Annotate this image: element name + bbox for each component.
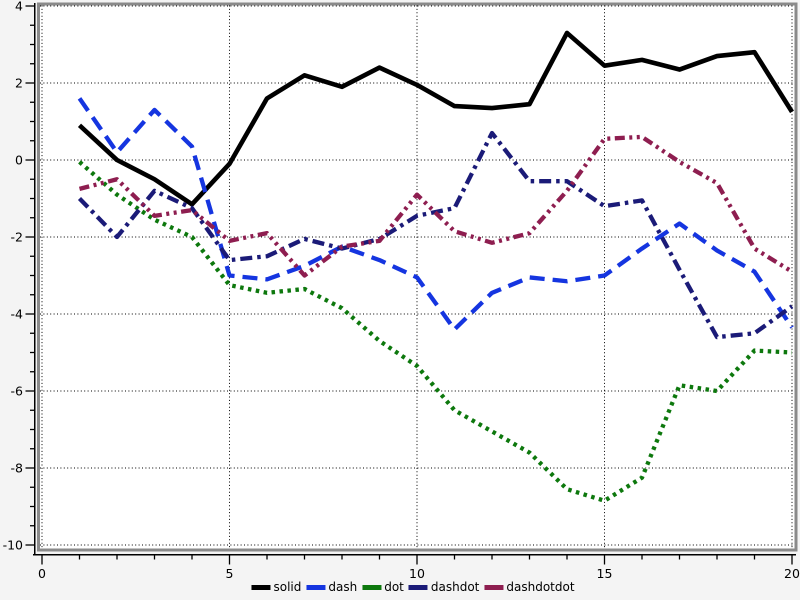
y-axis-tick-label: -2 — [11, 230, 23, 245]
y-axis-tick-label: 4 — [15, 0, 23, 14]
legend-label-dash: dash — [328, 580, 358, 594]
legend: solid dash dot dashdot dashdotdot — [251, 580, 575, 594]
x-axis-tick-label: 10 — [409, 566, 425, 581]
legend-label-dashdot: dashdot — [430, 580, 480, 594]
legend-label-dashdotdot: dashdotdot — [506, 580, 575, 594]
x-axis-tick-label: 5 — [226, 566, 234, 581]
x-axis-tick-label: 15 — [597, 566, 613, 581]
legend-marker-dashdot — [408, 584, 428, 590]
y-axis-tick-label: 2 — [15, 76, 23, 91]
legend-marker-dash — [306, 584, 326, 590]
legend-item-dash: dash — [306, 580, 357, 594]
series-line-dot — [78, 160, 793, 503]
legend-marker-solid — [251, 584, 271, 590]
legend-item-dot: dot — [362, 580, 404, 594]
series-line-solid — [77, 30, 794, 207]
plot-frame — [37, 2, 798, 552]
y-axis-tick-label: -6 — [11, 384, 24, 399]
series-line-dashdotdot — [78, 134, 794, 278]
legend-item-dashdotdot: dashdotdot — [484, 580, 575, 594]
y-axis-tick-label: -4 — [11, 307, 24, 322]
legend-marker-dashdotdot — [484, 584, 504, 590]
legend-marker-dot — [362, 584, 382, 590]
x-axis-tick-label: 0 — [38, 566, 46, 581]
legend-item-dashdot: dashdot — [408, 580, 480, 594]
legend-label-dot: dot — [384, 580, 404, 594]
y-axis-tick-label: -8 — [11, 461, 24, 476]
x-axis-tick-label: 20 — [784, 566, 800, 581]
y-axis-tick-label: 0 — [15, 153, 23, 168]
y-axis-tick-label: -10 — [3, 538, 23, 553]
legend-label-solid: solid — [273, 580, 302, 594]
series-line-dash — [77, 97, 794, 332]
legend-item-solid: solid — [251, 580, 301, 594]
